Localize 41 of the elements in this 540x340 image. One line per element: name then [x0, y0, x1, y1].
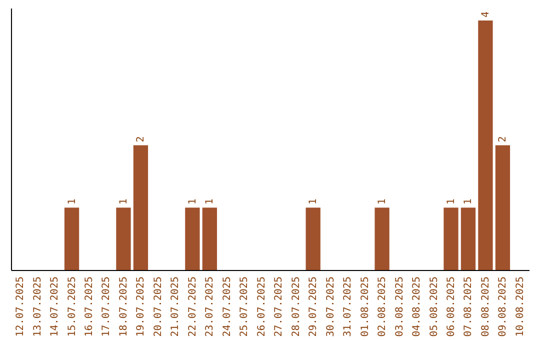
data-label: 1 [118, 198, 130, 205]
x-tick-label: 05.08.2025 [428, 276, 440, 337]
x-tick-label: 30.07.2025 [325, 276, 336, 337]
x-tick-label: 26.07.2025 [256, 276, 268, 337]
x-tick-label: 24.07.2025 [222, 276, 233, 337]
x-tick-label: 04.08.2025 [412, 276, 423, 337]
x-tick-label: 15.07.2025 [66, 276, 78, 337]
x-tick-label: 19.07.2025 [136, 276, 147, 337]
x-tick-label: 16.07.2025 [84, 276, 95, 337]
x-tick-label: 23.07.2025 [204, 276, 216, 337]
x-tick-label: 20.07.2025 [152, 276, 164, 337]
x-tick-label: 09.08.2025 [498, 276, 509, 337]
x-tick-label: 17.07.2025 [101, 276, 112, 337]
data-label: 1 [187, 198, 198, 205]
data-label: 1 [377, 198, 388, 205]
x-tick-label: 12.07.2025 [15, 276, 26, 337]
x-tick-label: 18.07.2025 [118, 276, 130, 337]
x-tick-label: 13.07.2025 [32, 276, 44, 337]
x-tick-label: 14.07.2025 [50, 276, 61, 337]
x-tick-label: 22.07.2025 [187, 276, 198, 337]
x-tick-label: 06.08.2025 [446, 276, 457, 337]
x-tick-label: 21.07.2025 [170, 276, 182, 337]
x-tick-label: 03.08.2025 [394, 276, 406, 337]
data-label: 1 [446, 198, 457, 205]
data-label: 1 [463, 198, 474, 205]
x-tick-label: 10.08.2025 [514, 276, 526, 337]
x-tick-label: 01.08.2025 [360, 276, 371, 337]
x-tick-label: 07.08.2025 [463, 276, 474, 337]
data-label: 1 [204, 198, 216, 205]
data-label: 1 [308, 198, 320, 205]
data-label: 2 [136, 136, 147, 142]
x-tick-label: 28.07.2025 [290, 276, 302, 337]
data-label: 2 [498, 136, 509, 142]
x-tick-label: 02.08.2025 [377, 276, 388, 337]
data-label: 4 [480, 11, 492, 18]
x-tick-label: 25.07.2025 [239, 276, 250, 337]
x-tick-label: 31.07.2025 [342, 276, 354, 337]
data-label: 1 [66, 198, 78, 205]
x-tick-label: 29.07.2025 [308, 276, 320, 337]
x-tick-label: 08.08.2025 [480, 276, 492, 337]
x-tick-label: 27.07.2025 [274, 276, 285, 337]
